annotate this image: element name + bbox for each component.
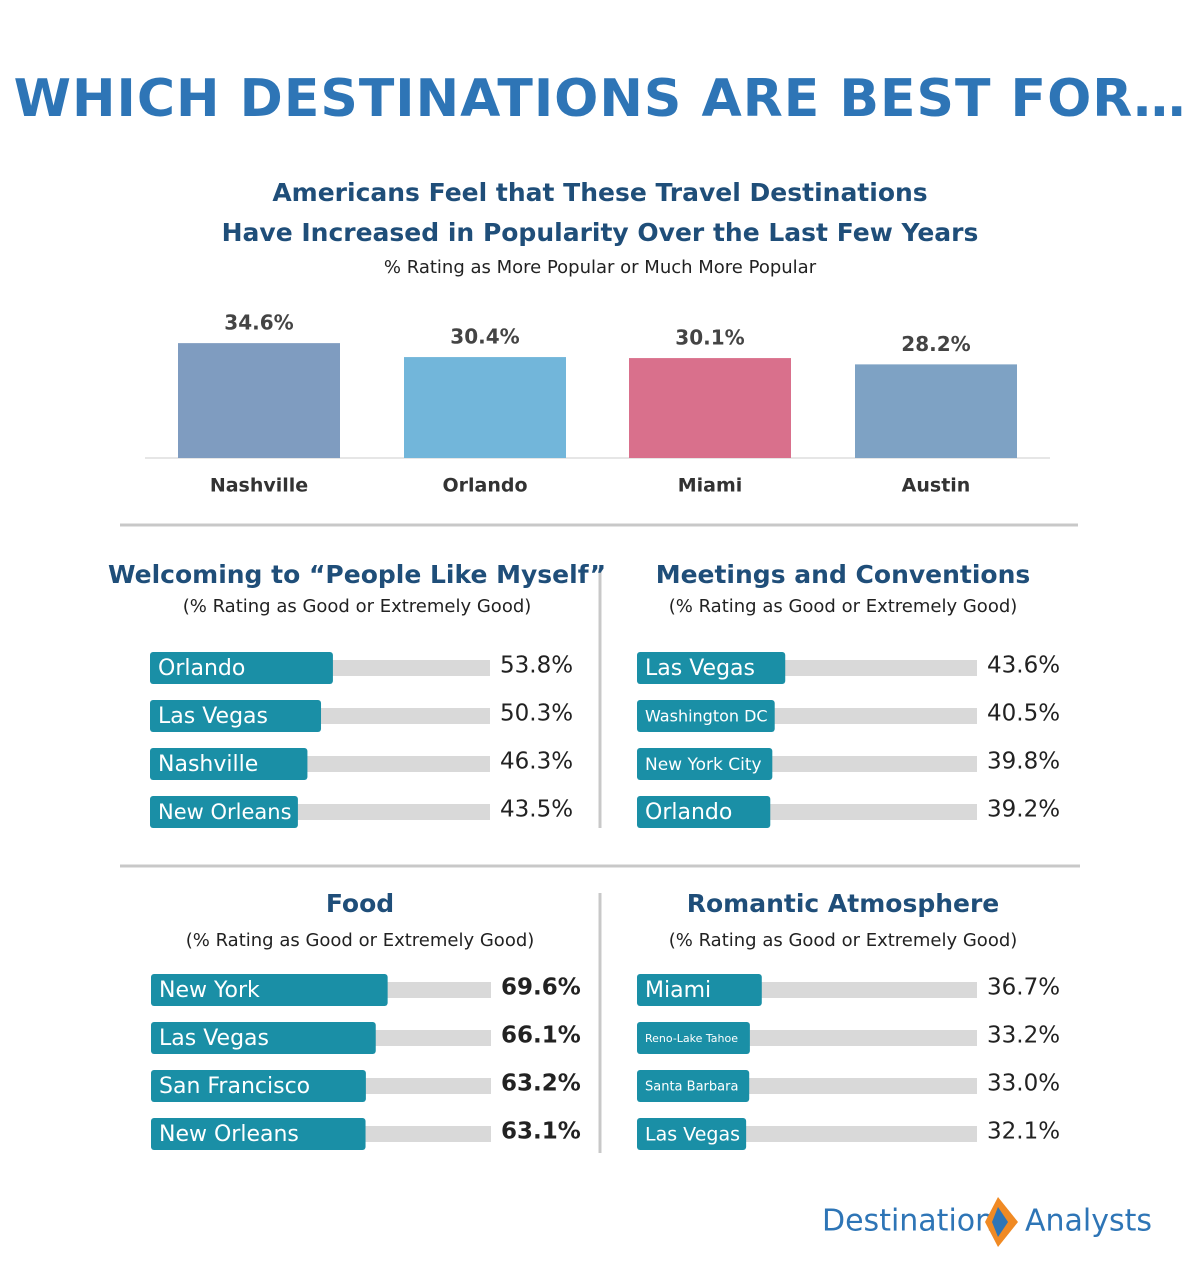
bar-category: Orlando — [158, 656, 245, 681]
category-label: Nashville — [210, 475, 308, 497]
logo-icon — [985, 1197, 1018, 1247]
chart-title: Americans Feel that These Travel Destina… — [272, 178, 927, 207]
value-label: 28.2% — [901, 332, 970, 356]
value-label: 39.2% — [987, 797, 1060, 823]
bar-category: Nashville — [158, 752, 258, 777]
bar-category: Las Vegas — [158, 704, 268, 729]
chart-title: Have Increased in Popularity Over the La… — [222, 218, 979, 247]
value-label: 69.6% — [501, 975, 581, 1001]
bar — [637, 1022, 750, 1054]
logo-text: Destination — [822, 1204, 994, 1239]
chart-title: Romantic Atmosphere — [687, 889, 1000, 918]
logo-text: Analysts — [1025, 1204, 1152, 1239]
chart-title: Meetings and Conventions — [656, 560, 1031, 589]
bar — [151, 1070, 366, 1102]
bar-image — [404, 357, 566, 458]
bar — [637, 652, 786, 684]
value-label: 33.0% — [987, 1071, 1060, 1097]
chart-subtitle: (% Rating as Good or Extremely Good) — [669, 596, 1018, 617]
main-title: WHICH DESTINATIONS ARE BEST FOR… — [14, 69, 1187, 129]
bar-image — [178, 343, 340, 458]
bar — [637, 700, 775, 732]
value-label: 40.5% — [987, 701, 1060, 727]
bar — [637, 748, 773, 780]
bar-category: San Francisco — [159, 1074, 310, 1099]
value-label: 50.3% — [500, 701, 573, 727]
bar-category: Orlando — [645, 800, 732, 825]
bar — [637, 796, 771, 828]
bar — [637, 974, 762, 1006]
bar-category: Miami — [645, 978, 711, 1003]
chart-subtitle: (% Rating as Good or Extremely Good) — [186, 930, 535, 951]
value-label: 63.2% — [501, 1071, 581, 1097]
value-label: 36.7% — [987, 975, 1060, 1001]
value-label: 66.1% — [501, 1023, 581, 1049]
chart-title: Food — [326, 889, 394, 918]
bar-category: Las Vegas — [159, 1026, 269, 1051]
bar — [150, 700, 322, 732]
category-label: Miami — [678, 475, 743, 497]
bar — [637, 1118, 747, 1150]
value-label: 46.3% — [500, 749, 573, 775]
bar-category: New York City — [645, 755, 762, 775]
chart-subtitle: % Rating as More Popular or Much More Po… — [384, 257, 817, 278]
bar — [151, 1118, 366, 1150]
value-label: 43.6% — [987, 653, 1060, 679]
bar — [150, 796, 298, 828]
bar — [151, 974, 388, 1006]
bar-category: Reno-Lake Tahoe — [645, 1032, 738, 1045]
value-label: 34.6% — [224, 311, 293, 335]
bar-category: Las Vegas — [645, 656, 755, 681]
category-label: Orlando — [442, 475, 527, 497]
bar — [150, 652, 333, 684]
chart-subtitle: (% Rating as Good or Extremely Good) — [183, 596, 532, 617]
category-label: Austin — [902, 475, 971, 497]
bar — [150, 748, 308, 780]
bar-category: New Orleans — [158, 800, 292, 824]
value-label: 33.2% — [987, 1023, 1060, 1049]
value-label: 53.8% — [500, 653, 573, 679]
bar — [151, 1022, 376, 1054]
bar-image — [629, 358, 791, 458]
bar-category: Santa Barbara — [645, 1080, 738, 1095]
bar-category: Las Vegas — [645, 1124, 740, 1146]
bar-category: New York — [159, 978, 260, 1003]
bar-category: Washington DC — [645, 707, 768, 726]
value-label: 39.8% — [987, 749, 1060, 775]
value-label: 43.5% — [500, 797, 573, 823]
value-label: 30.4% — [450, 325, 519, 349]
bar-image — [855, 364, 1017, 458]
chart-title: Welcoming to “People Like Myself” — [108, 560, 606, 589]
chart-subtitle: (% Rating as Good or Extremely Good) — [669, 930, 1018, 951]
value-label: 63.1% — [501, 1119, 581, 1145]
bar — [637, 1070, 750, 1102]
bar-category: New Orleans — [159, 1122, 299, 1147]
value-label: 32.1% — [987, 1119, 1060, 1145]
value-label: 30.1% — [675, 326, 744, 350]
